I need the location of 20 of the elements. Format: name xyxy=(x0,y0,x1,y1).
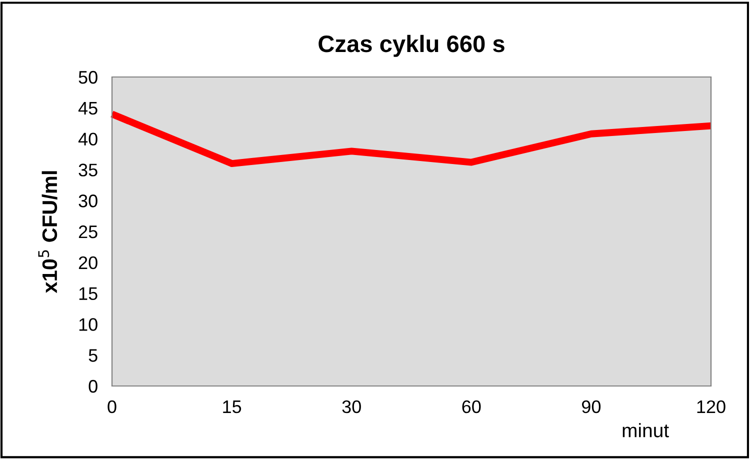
y-tick-label: 40 xyxy=(78,132,98,146)
y-tick-label: 15 xyxy=(79,287,98,300)
y-tick-label: 20 xyxy=(78,256,98,270)
x-tick-label: 0 xyxy=(108,400,116,414)
x-tick-label: 120 xyxy=(697,400,726,414)
x-tick-label: 90 xyxy=(582,400,601,414)
y-tick-label: 25 xyxy=(78,225,98,238)
y-tick-label: 45 xyxy=(78,102,98,115)
y-tick-label: 0 xyxy=(88,380,98,393)
chart-title: Czas cyklu 660 s xyxy=(318,34,504,57)
x-tick-label: 15 xyxy=(223,400,242,414)
y-axis-title: x10$^{5}$ CFU/ml xyxy=(38,171,58,294)
y-tick-label: 10 xyxy=(79,318,98,331)
x-tick-label: 60 xyxy=(462,400,481,414)
y-tick-label: 50 xyxy=(78,70,98,84)
y-tick-label: 30 xyxy=(78,194,98,208)
y-tick-label: 35 xyxy=(78,164,98,176)
x-axis-title: minut xyxy=(622,423,669,438)
y-tick-label: 5 xyxy=(88,349,98,362)
x-tick-label: 30 xyxy=(342,400,361,414)
